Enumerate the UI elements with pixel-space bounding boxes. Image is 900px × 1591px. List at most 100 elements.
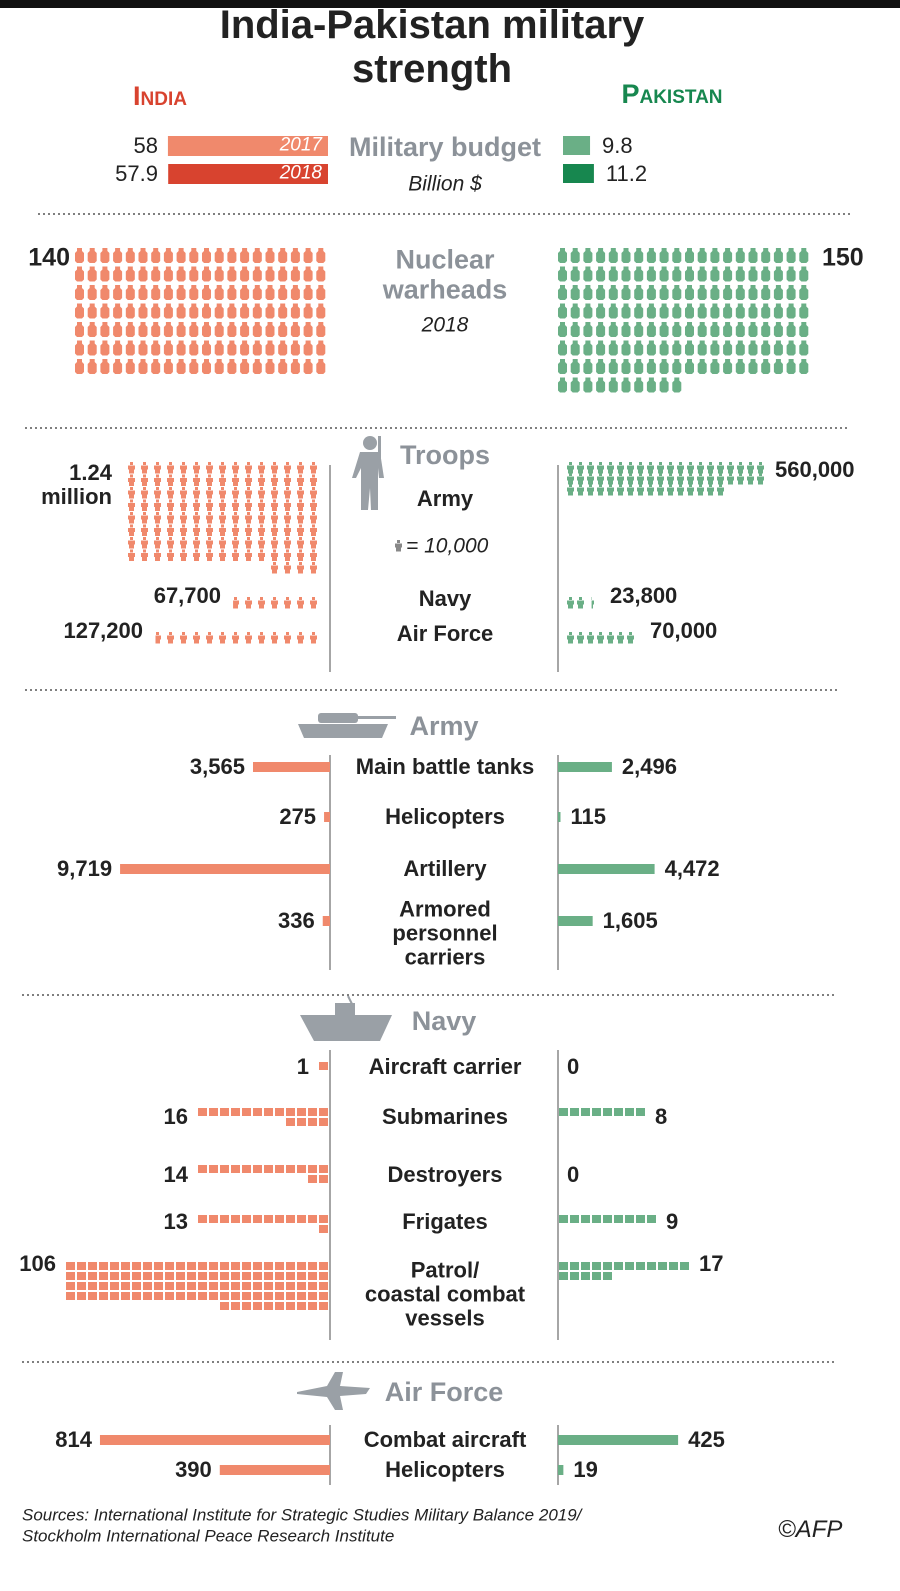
vessel — [198, 1165, 207, 1173]
warhead-icon — [125, 340, 135, 356]
vessel — [187, 1292, 196, 1300]
warhead-icon — [176, 266, 186, 282]
vessel — [614, 1262, 623, 1270]
troop-icon — [310, 537, 317, 549]
vessel — [680, 1262, 689, 1270]
value-label: 9.8 — [602, 132, 633, 158]
section-label: Troops — [399, 440, 491, 471]
warhead-icon — [761, 359, 771, 374]
troop-icon — [206, 632, 213, 644]
troop-icon — [587, 484, 594, 496]
troop-icon — [667, 462, 674, 474]
warhead-icon — [659, 303, 669, 319]
warhead-icon — [113, 340, 123, 356]
value-label: 57.9 — [115, 160, 158, 186]
troop-icon — [607, 484, 614, 496]
warhead-icon — [265, 285, 275, 300]
vessel — [242, 1215, 251, 1223]
warhead-icon — [583, 377, 593, 393]
troop-icon — [232, 512, 239, 524]
year-label: 2018 — [421, 313, 469, 337]
troop-icon — [647, 462, 654, 474]
vessel — [66, 1282, 75, 1290]
warhead-icon — [303, 359, 313, 374]
troop-icon — [141, 549, 148, 561]
troop-icon — [577, 484, 584, 496]
troop-icon — [271, 537, 278, 549]
warhead-icon — [710, 322, 720, 337]
warhead-icon — [608, 359, 618, 374]
troop-icon — [310, 499, 317, 511]
vessel — [253, 1272, 262, 1280]
troop-icon — [258, 632, 265, 644]
vessel — [264, 1292, 273, 1300]
vessel — [66, 1292, 75, 1300]
warhead-icon — [583, 285, 593, 300]
section-label: Military budget — [348, 132, 542, 163]
section-label: Navy — [411, 1006, 477, 1037]
vessel-group — [319, 1062, 328, 1070]
warhead-icon — [290, 248, 300, 263]
warhead-icon — [634, 266, 644, 282]
vessel — [319, 1062, 328, 1070]
vessel — [220, 1108, 229, 1116]
warhead-icon — [214, 303, 224, 319]
warhead-icon — [685, 359, 694, 374]
troop-group — [233, 597, 317, 609]
troop-icon — [245, 537, 252, 549]
troop-group — [128, 462, 317, 574]
troop-icon — [155, 632, 161, 644]
troop-icon — [637, 462, 644, 474]
vessel — [308, 1302, 317, 1310]
warhead-icon — [608, 340, 618, 356]
troop-icon — [167, 512, 174, 524]
troop-icon — [154, 474, 161, 486]
troop-icon — [180, 512, 187, 524]
warhead-icon — [189, 359, 199, 374]
troop-icon — [271, 562, 278, 574]
troop-icon — [310, 462, 317, 474]
vessel — [286, 1302, 295, 1310]
troop-icon — [258, 537, 265, 549]
troop-icon — [245, 524, 252, 536]
warhead-icon — [202, 303, 211, 319]
vessel — [132, 1272, 141, 1280]
troop-icon — [233, 597, 239, 609]
vessel — [66, 1262, 75, 1270]
separators — [22, 213, 850, 1363]
warhead-icon — [138, 285, 148, 300]
value-label: 275 — [279, 803, 317, 829]
vessel — [99, 1262, 108, 1270]
vessel — [198, 1108, 207, 1116]
vessel — [253, 1165, 262, 1173]
warhead-icon — [570, 359, 580, 374]
troop-icon — [707, 473, 714, 485]
row-label: Frigates — [402, 1208, 488, 1234]
vessel — [614, 1215, 623, 1223]
vessel — [286, 1118, 295, 1126]
warhead-icon — [570, 377, 580, 393]
warhead-icon — [265, 248, 275, 263]
warhead-icon — [748, 359, 758, 374]
warhead-icon — [125, 303, 135, 319]
troop-icon — [154, 462, 161, 474]
warhead-icon — [583, 303, 593, 319]
troop-icon — [193, 524, 200, 536]
troop-icon — [232, 524, 239, 536]
warhead-icon — [138, 322, 148, 337]
vessel — [132, 1292, 141, 1300]
row-label: Aircraft carrier — [368, 1053, 522, 1079]
bar — [167, 136, 328, 156]
vessel — [99, 1292, 108, 1300]
credit: ©AFP — [778, 1515, 843, 1543]
vessel — [319, 1225, 328, 1233]
warhead-icon — [163, 340, 173, 356]
troop-icon — [141, 474, 148, 486]
troop-icon — [297, 537, 304, 549]
row-label: Army — [416, 485, 474, 511]
warhead-icon — [278, 340, 288, 356]
vessel — [308, 1118, 317, 1126]
value-label: 150 — [822, 243, 864, 272]
vessel — [77, 1262, 86, 1270]
